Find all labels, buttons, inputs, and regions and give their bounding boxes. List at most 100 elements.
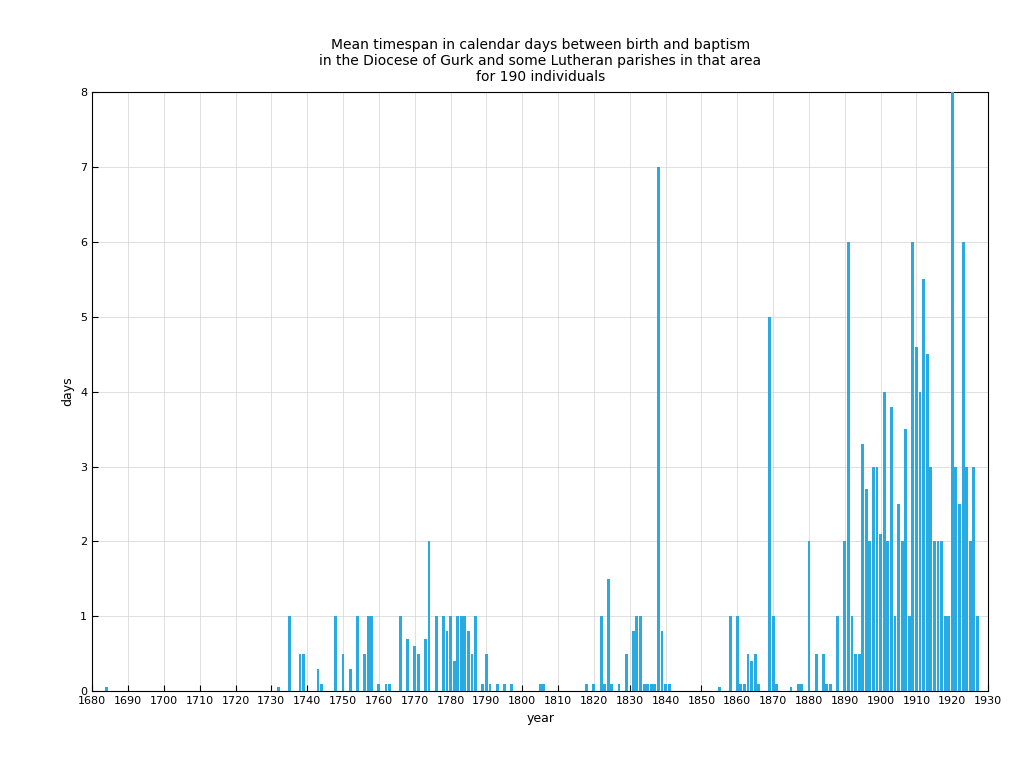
Bar [872, 467, 874, 691]
Bar [746, 654, 750, 691]
Bar [428, 541, 430, 691]
Bar [302, 654, 305, 691]
Bar [543, 684, 545, 691]
Bar [890, 407, 893, 691]
Bar [962, 242, 965, 691]
Bar [751, 661, 753, 691]
Bar [876, 467, 879, 691]
Bar [471, 654, 473, 691]
Bar [610, 684, 613, 691]
Bar [904, 429, 907, 691]
Bar [754, 654, 757, 691]
Bar [933, 541, 936, 691]
Bar [668, 684, 671, 691]
Bar [453, 661, 456, 691]
Bar [474, 616, 477, 691]
Bar [808, 541, 810, 691]
Bar [364, 654, 366, 691]
Bar [923, 280, 925, 691]
Bar [407, 639, 409, 691]
Bar [481, 684, 484, 691]
Bar [457, 616, 459, 691]
X-axis label: year: year [526, 712, 554, 725]
Bar [739, 684, 742, 691]
Bar [435, 616, 437, 691]
Bar [718, 687, 721, 691]
Bar [822, 654, 824, 691]
Title: Mean timespan in calendar days between birth and baptism
in the Diocese of Gurk : Mean timespan in calendar days between b… [319, 38, 761, 84]
Bar [460, 616, 463, 691]
Bar [729, 616, 731, 691]
Bar [743, 684, 745, 691]
Bar [660, 631, 664, 691]
Bar [646, 684, 649, 691]
Bar [625, 654, 628, 691]
Bar [503, 684, 506, 691]
Bar [825, 684, 828, 691]
Bar [378, 684, 380, 691]
Bar [496, 684, 499, 691]
Bar [736, 616, 738, 691]
Bar [278, 687, 280, 691]
Bar [617, 684, 621, 691]
Bar [593, 684, 595, 691]
Bar [639, 616, 642, 691]
Bar [367, 616, 370, 691]
Bar [868, 541, 871, 691]
Bar [851, 616, 853, 691]
Bar [926, 354, 929, 691]
Bar [887, 541, 889, 691]
Y-axis label: days: days [61, 377, 75, 406]
Bar [321, 684, 323, 691]
Bar [510, 684, 513, 691]
Bar [837, 616, 839, 691]
Bar [636, 616, 638, 691]
Bar [464, 616, 466, 691]
Bar [665, 684, 667, 691]
Bar [485, 654, 487, 691]
Bar [399, 616, 401, 691]
Bar [908, 616, 910, 691]
Bar [883, 392, 886, 691]
Bar [865, 489, 867, 691]
Bar [342, 654, 344, 691]
Bar [829, 684, 831, 691]
Bar [951, 92, 953, 691]
Bar [966, 467, 968, 691]
Bar [772, 616, 774, 691]
Bar [371, 616, 373, 691]
Bar [911, 242, 914, 691]
Bar [915, 347, 918, 691]
Bar [976, 616, 979, 691]
Bar [954, 467, 957, 691]
Bar [414, 647, 416, 691]
Bar [539, 684, 542, 691]
Bar [880, 534, 882, 691]
Bar [643, 684, 645, 691]
Bar [844, 541, 846, 691]
Bar [335, 616, 337, 691]
Bar [944, 616, 946, 691]
Bar [768, 317, 771, 691]
Bar [937, 541, 939, 691]
Bar [600, 616, 602, 691]
Bar [467, 631, 470, 691]
Bar [650, 684, 652, 691]
Bar [288, 616, 291, 691]
Bar [847, 242, 850, 691]
Bar [758, 684, 760, 691]
Bar [797, 684, 800, 691]
Bar [858, 654, 860, 691]
Bar [445, 631, 449, 691]
Bar [424, 639, 427, 691]
Bar [349, 669, 351, 691]
Bar [607, 579, 609, 691]
Bar [947, 616, 950, 691]
Bar [632, 631, 635, 691]
Bar [775, 684, 778, 691]
Bar [316, 669, 319, 691]
Bar [299, 654, 301, 691]
Bar [417, 654, 420, 691]
Bar [603, 684, 606, 691]
Bar [657, 167, 659, 691]
